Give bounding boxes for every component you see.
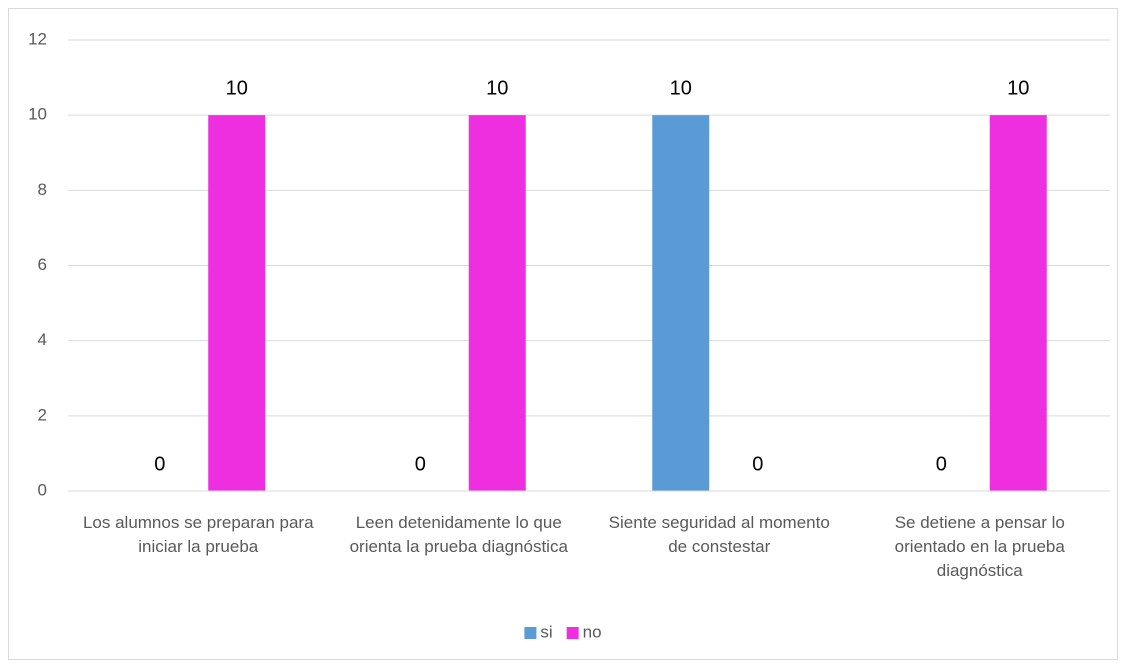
data-label: 10 <box>1007 77 1029 99</box>
bar <box>208 115 266 492</box>
legend-swatch <box>566 627 579 639</box>
data-label: 0 <box>936 453 947 475</box>
y-tick-label: 6 <box>38 255 47 274</box>
y-tick-label: 8 <box>38 180 47 199</box>
legend-label: no <box>583 622 602 641</box>
x-tick-label: Siente seguridad al momento de constesta… <box>608 513 830 556</box>
bar <box>989 115 1047 492</box>
y-tick-label: 2 <box>38 405 47 424</box>
data-label: 0 <box>415 453 426 475</box>
x-tick-label: Se detiene a pensar lo orientado en la p… <box>894 513 1065 580</box>
legend-swatch <box>524 627 537 639</box>
legend-label: si <box>540 622 552 641</box>
x-tick-label: Los alumnos se preparan para iniciar la … <box>82 513 314 556</box>
y-tick-label: 10 <box>28 105 47 124</box>
y-tick-label: 4 <box>38 330 47 349</box>
data-label: 0 <box>154 453 165 475</box>
y-tick-label: 12 <box>28 29 47 48</box>
x-tick-label: Leen detenidamente lo que orienta la pru… <box>349 513 568 556</box>
bar <box>652 115 710 492</box>
data-label: 10 <box>670 77 692 99</box>
y-tick-label: 0 <box>38 480 47 499</box>
data-label: 10 <box>226 77 248 99</box>
chart-border <box>8 8 1118 660</box>
bar <box>468 115 526 492</box>
data-label: 0 <box>752 453 763 475</box>
data-label: 10 <box>486 77 508 99</box>
